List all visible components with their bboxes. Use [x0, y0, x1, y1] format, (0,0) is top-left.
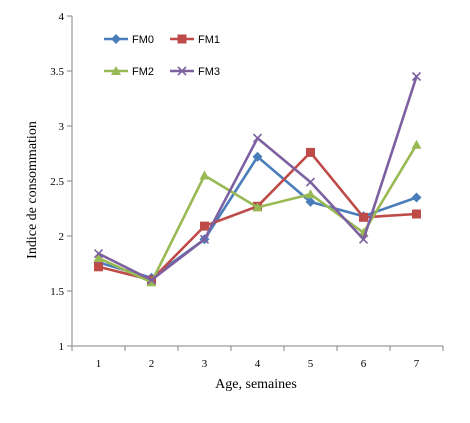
series-line — [98, 151, 417, 282]
data-point — [411, 71, 422, 82]
x-tick-label: 1 — [96, 358, 102, 370]
data-point — [305, 177, 316, 187]
data-point — [306, 147, 315, 157]
y-tick-label: 3.5 — [50, 66, 64, 78]
data-point — [359, 212, 368, 222]
x-tick-label: 2 — [149, 358, 155, 370]
legend-label: FM1 — [198, 34, 220, 46]
data-point — [93, 249, 104, 259]
data-point — [146, 275, 157, 285]
chart-axes — [71, 16, 443, 347]
legend-label: FM3 — [198, 66, 220, 78]
y-axis-ticks: 1 1.5 2 2.5 3 3.5 4 — [50, 11, 72, 353]
legend-label: FM2 — [132, 66, 154, 78]
data-point — [411, 139, 422, 149]
data-point — [146, 277, 157, 287]
y-axis-title: Indice de consommation — [25, 121, 40, 259]
data-point — [305, 196, 316, 207]
series-fm3 — [93, 71, 422, 285]
data-point — [199, 170, 210, 180]
legend-label: FM0 — [132, 34, 154, 46]
legend-item-fm2: FM2 — [104, 66, 154, 78]
legend: FM0 FM1 FM2 FM3 — [104, 34, 220, 78]
legend-marker — [111, 66, 121, 75]
data-point — [199, 234, 210, 244]
legend-marker — [111, 34, 121, 44]
x-axis-title: Age, semaines — [215, 377, 297, 392]
data-point — [200, 221, 209, 231]
x-tick-label: 7 — [414, 358, 420, 370]
legend-item-fm3: FM3 — [170, 66, 220, 78]
y-tick-label: 1.5 — [50, 286, 64, 298]
data-point — [412, 209, 421, 219]
y-tick-label: 1 — [59, 341, 65, 353]
legend-marker — [177, 66, 187, 76]
x-axis-ticks: 1 2 3 4 5 6 7 — [71, 346, 444, 370]
data-point — [411, 192, 422, 203]
y-tick-label: 2 — [59, 231, 65, 243]
series-fm2 — [93, 139, 422, 287]
series-line — [97, 76, 418, 282]
data-point — [252, 202, 263, 212]
data-point — [252, 133, 263, 143]
x-tick-label: 6 — [361, 358, 367, 370]
y-tick-label: 4 — [59, 11, 65, 23]
x-tick-label: 4 — [255, 358, 261, 370]
y-tick-label: 2.5 — [50, 176, 64, 188]
y-tick-label: 3 — [59, 121, 65, 133]
legend-marker — [177, 34, 187, 44]
data-point — [94, 262, 103, 272]
legend-item-fm0: FM0 — [104, 34, 154, 46]
data-point — [358, 234, 369, 244]
data-point — [305, 189, 316, 199]
data-point — [252, 151, 263, 162]
series-layer — [93, 71, 422, 287]
data-point — [93, 253, 104, 262]
legend-item-fm1: FM1 — [170, 34, 220, 46]
x-tick-label: 3 — [202, 358, 208, 370]
x-tick-label: 5 — [308, 358, 314, 370]
